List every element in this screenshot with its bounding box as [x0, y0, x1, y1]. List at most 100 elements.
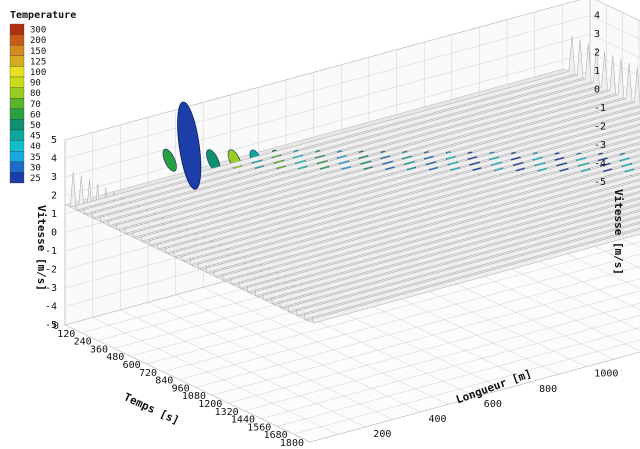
legend-swatch [9, 87, 25, 99]
grid-line [203, 287, 449, 405]
legend-swatch [9, 161, 25, 173]
legend-swatch [9, 76, 25, 88]
grid-line [589, 15, 640, 40]
grid-line [293, 339, 640, 435]
y-tick-label: 200 [373, 429, 391, 440]
legend-level: 125 [30, 57, 46, 67]
grid-line [589, 33, 640, 59]
grid-line [64, 15, 591, 159]
legend-level: 80 [30, 89, 41, 99]
y-tick-label: 800 [539, 384, 557, 395]
x-tick-label: 1800 [280, 438, 304, 449]
grid-line [228, 290, 640, 404]
z-tick-label: 0 [51, 228, 57, 239]
surface-ridge [86, 43, 592, 219]
legend-swatch [9, 55, 25, 67]
legend-level: 30 [30, 163, 41, 173]
grid-line [92, 317, 338, 435]
x-tick-label: 1320 [215, 407, 239, 418]
legend-level: 150 [30, 47, 46, 57]
z-tick-label-right: 0 [594, 85, 600, 96]
grid-line [277, 327, 640, 427]
temperature-legend: Temperature30020015012510090807060504540… [9, 10, 76, 184]
z-tick-label: 2 [51, 191, 57, 202]
surface-ridge [94, 47, 600, 223]
z-tick-label: -1 [45, 246, 57, 257]
grid-line [309, 351, 640, 443]
z-tick-label: 3 [51, 172, 57, 183]
legend-level: 50 [30, 121, 41, 131]
legend-level: 25 [30, 174, 41, 184]
x-tick-label: 240 [74, 337, 92, 348]
x-tick-label: 1560 [247, 422, 271, 433]
x-tick-label: 960 [172, 383, 190, 394]
grid-line [162, 241, 640, 373]
x-tick-label: 720 [139, 368, 157, 379]
x-tick-label: 1200 [198, 399, 222, 410]
z-tick-label-right: -5 [594, 177, 606, 188]
legend-level: 60 [30, 110, 41, 120]
grid-line [595, 0, 640, 22]
grid-line [244, 302, 640, 412]
z-axis-label: Vitesse [m/s] [35, 205, 48, 291]
grid-line [64, 324, 311, 443]
x-tick-label: 600 [123, 360, 141, 371]
y-tick-label: 600 [484, 399, 502, 410]
z-tick-label: 5 [51, 135, 57, 146]
z-tick-label-right: 3 [594, 29, 600, 40]
grid-line [260, 315, 640, 419]
z-tick-label: -2 [45, 265, 57, 276]
z-tick-label-right: -1 [594, 103, 606, 114]
y-tick-label: 1000 [594, 369, 618, 380]
legend-swatch [9, 23, 25, 35]
legend-level: 100 [30, 68, 46, 78]
z-tick-label-right: 5 [594, 0, 600, 3]
x-tick-label: 480 [106, 352, 124, 363]
grid-line [120, 309, 366, 428]
grid-line [175, 294, 421, 413]
z-axis-label-right: Vitesse [m/s] [612, 189, 625, 275]
legend-level: 70 [30, 100, 41, 110]
grid-line [179, 253, 640, 380]
legend-swatch [9, 140, 25, 152]
legend-swatch [9, 45, 25, 56]
surface-ridge [69, 35, 576, 211]
x-axis-label: Temps [s] [122, 390, 182, 427]
legend-swatch [9, 151, 25, 162]
grid-line [195, 266, 640, 388]
grid-line [64, 33, 591, 178]
grid-line [211, 278, 640, 396]
legend-level: 40 [30, 142, 41, 152]
legend-swatch [9, 98, 25, 109]
surface-ridge [110, 55, 616, 230]
surface-ridge [102, 51, 608, 227]
initial-pulse [177, 101, 202, 190]
legend-level: 90 [30, 79, 41, 89]
velocity-surface [64, 35, 640, 324]
legend-level: 45 [30, 132, 41, 142]
x-tick-label: 0 [53, 321, 59, 332]
surface-ridge [78, 39, 584, 215]
x-tick-label: 1680 [264, 430, 288, 441]
y-tick-label: 400 [429, 414, 447, 425]
x-tick-label: 360 [90, 344, 108, 355]
z-tick-label: -3 [45, 283, 57, 294]
legend-swatch [9, 172, 25, 184]
z-tick-label-right: -2 [594, 122, 606, 133]
legend-swatch [9, 66, 25, 78]
legend-swatch [9, 119, 25, 131]
grid-line [589, 52, 640, 77]
grid-line [64, 0, 580, 141]
grid-line [147, 302, 394, 420]
legend-swatch [9, 129, 25, 141]
z-tick-label: -5 [45, 320, 57, 331]
z-tick-label-right: 1 [594, 66, 600, 77]
z-tick-label-right: 2 [594, 48, 600, 59]
z-tick-label-right: -3 [594, 140, 606, 151]
temperature-blob [162, 148, 177, 172]
z-tick-label: -4 [45, 302, 57, 313]
x-tick-label: 840 [155, 376, 173, 387]
z-tick-label: 1 [51, 209, 57, 220]
legend-level: 200 [30, 36, 46, 46]
